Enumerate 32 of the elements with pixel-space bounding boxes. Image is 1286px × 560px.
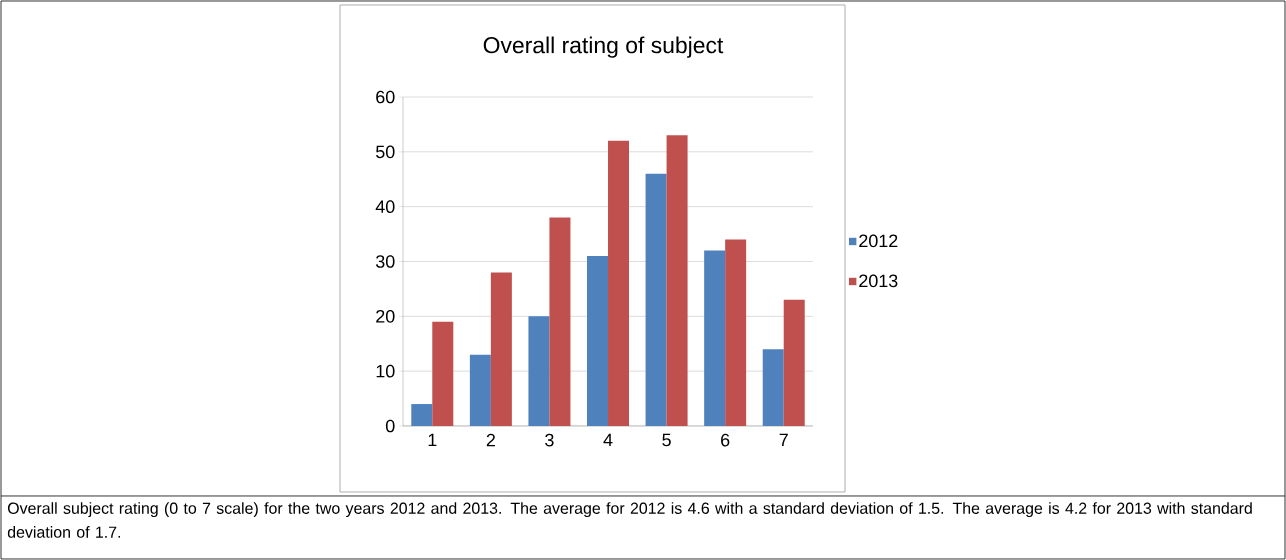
bar (411, 404, 433, 426)
y-tick-label: 20 (376, 309, 395, 323)
bar (528, 316, 550, 426)
y-tick-label: 30 (375, 255, 395, 268)
chart-title: Overall rating of subject (483, 36, 724, 58)
bar (666, 135, 688, 426)
x-tick-label: 7 (779, 433, 788, 447)
bar (432, 321, 454, 426)
bar (469, 354, 491, 426)
y-tick-label: 0 (385, 419, 395, 433)
y-tick-label: 10 (376, 364, 395, 378)
bar (587, 256, 609, 426)
bar (704, 250, 726, 426)
bar (762, 349, 784, 426)
x-tick-label: 6 (721, 433, 730, 447)
bar (645, 173, 667, 426)
x-tick-label: 3 (545, 433, 554, 447)
bar (725, 239, 747, 426)
bar (490, 272, 512, 426)
x-tick-label: 2 (486, 433, 495, 447)
y-tick-label: 40 (375, 200, 395, 213)
x-tick-label: 5 (662, 433, 671, 447)
y-tick-label: 50 (376, 145, 395, 159)
x-tick-label: 4 (603, 433, 613, 447)
legend-label: 2012 (859, 234, 898, 248)
text: Overall subject rating (0 to 7 scale) for the two years 2012 and 2013. The average for 2012 is 4.6 with a standard deviation of 1.5. The average is 4.2 for 2013 with standard deviation of 1.7. (7, 502, 1252, 538)
bar (783, 299, 805, 426)
bar (549, 217, 571, 426)
y-tick-label: 60 (376, 90, 395, 104)
legend-label: 2013 (859, 274, 898, 288)
bar (608, 140, 630, 426)
x-tick-label: 1 (428, 433, 437, 447)
